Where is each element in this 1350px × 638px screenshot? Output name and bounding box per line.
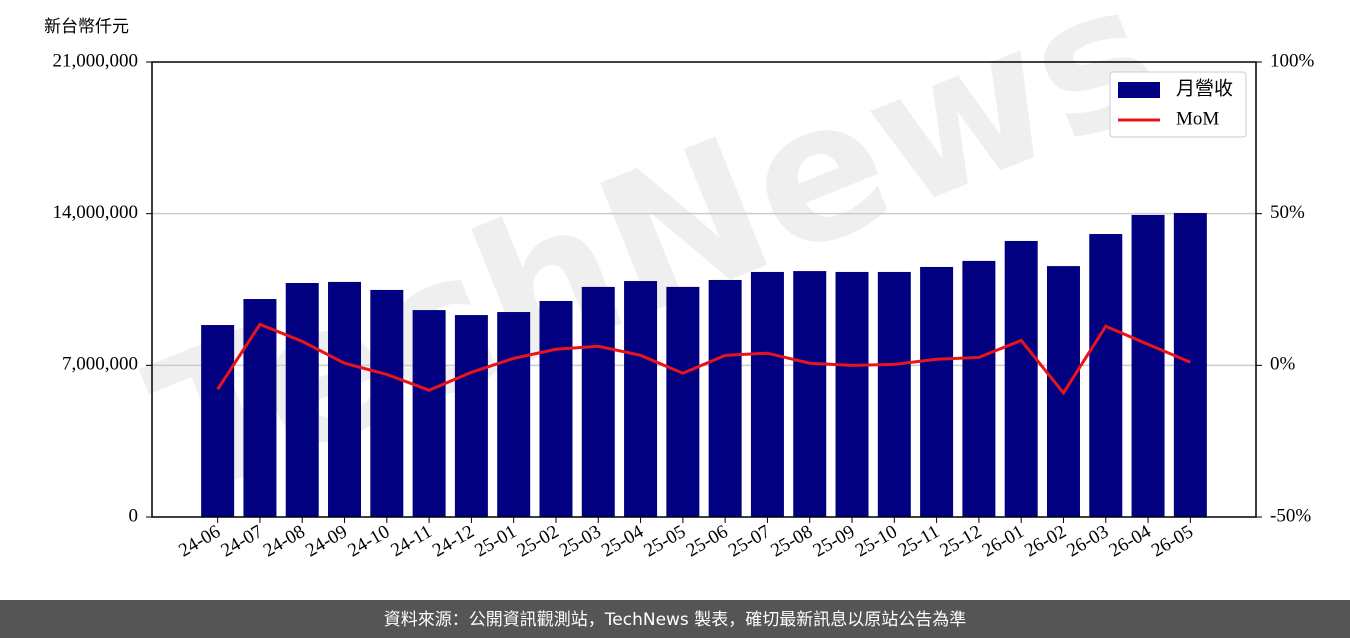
bar [750, 271, 784, 517]
x-tick-label: 26-01 [979, 521, 1028, 561]
x-tick-label: 25-02 [514, 521, 563, 561]
legend-label: 月營收 [1176, 77, 1233, 99]
x-tick-label: 25-06 [683, 521, 732, 561]
x-tick-label: 25-01 [471, 521, 520, 561]
x-tick-label: 25-12 [937, 521, 986, 561]
bar [243, 299, 277, 517]
bar [835, 271, 869, 517]
x-tick-label: 26-04 [1106, 521, 1155, 562]
bar [624, 281, 658, 517]
bar [1089, 234, 1123, 518]
x-tick-label: 25-05 [640, 521, 689, 561]
y-axis-label: 新台幣仟元 [44, 17, 129, 37]
legend-label: MoM [1176, 108, 1219, 129]
legend-swatch [1118, 82, 1160, 98]
x-tick-label: 24-11 [387, 521, 435, 561]
x-tick-label: 26-02 [1021, 521, 1070, 561]
y-tick-label: 21,000,000 [53, 50, 139, 71]
bar [1173, 213, 1207, 517]
x-tick-label: 24-12 [429, 521, 478, 561]
bar [708, 279, 742, 517]
x-tick-label: 25-11 [895, 521, 943, 561]
x-tick-label: 26-03 [1063, 521, 1112, 561]
bar [920, 266, 954, 517]
bar [412, 310, 446, 517]
bar [793, 271, 827, 517]
bar [285, 283, 319, 517]
plot-frame [151, 61, 1257, 518]
y2-tick-label: 50% [1270, 202, 1305, 223]
footer-band [0, 600, 1350, 638]
bar [581, 286, 615, 517]
bar [877, 271, 911, 517]
x-tick-label: 25-09 [810, 521, 859, 561]
x-tick-label: 25-04 [598, 521, 647, 562]
x-tick-label: 25-07 [725, 521, 774, 561]
bar [539, 300, 573, 517]
bar [497, 312, 531, 517]
x-tick-label: 24-10 [344, 521, 393, 561]
bar [328, 281, 362, 517]
x-tick-label: 24-06 [175, 521, 224, 561]
bar [1004, 240, 1038, 517]
x-tick-label: 25-03 [556, 521, 605, 561]
x-tick-label: 24-09 [302, 521, 351, 561]
x-tick-label: 24-08 [260, 521, 309, 561]
bar [454, 315, 488, 517]
y-tick-label: 0 [129, 505, 139, 526]
y-tick-label: 7,000,000 [62, 354, 138, 375]
footer-text: 資料來源：公開資訊觀測站，TechNews 製表，確切最新訊息以原站公告為準 [384, 610, 966, 630]
y2-tick-label: 100% [1270, 50, 1315, 71]
bar [370, 289, 404, 517]
bar [962, 260, 996, 517]
bar [201, 325, 235, 517]
x-tick-label: 26-05 [1148, 521, 1197, 561]
x-tick-label: 25-08 [767, 521, 816, 561]
x-tick-label: 25-10 [852, 521, 901, 561]
mom-line [216, 322, 1191, 396]
bar [666, 286, 700, 517]
y2-tick-label: -50% [1270, 505, 1311, 526]
y-tick-label: 14,000,000 [53, 202, 139, 223]
y2-tick-label: 0% [1270, 354, 1296, 375]
bar [1131, 214, 1165, 517]
